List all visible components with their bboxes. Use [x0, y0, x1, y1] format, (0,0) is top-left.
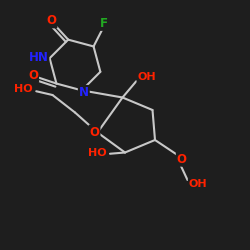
Text: HN: HN [28, 51, 48, 64]
Text: O: O [177, 153, 187, 166]
Text: F: F [100, 17, 108, 30]
Text: O: O [28, 69, 38, 82]
Text: HO: HO [14, 84, 32, 94]
Text: O: O [90, 126, 100, 138]
Text: O: O [46, 14, 56, 28]
Text: HO: HO [88, 148, 106, 158]
Text: OH: OH [138, 72, 156, 83]
Text: OH: OH [189, 179, 208, 189]
Text: N: N [79, 86, 89, 99]
